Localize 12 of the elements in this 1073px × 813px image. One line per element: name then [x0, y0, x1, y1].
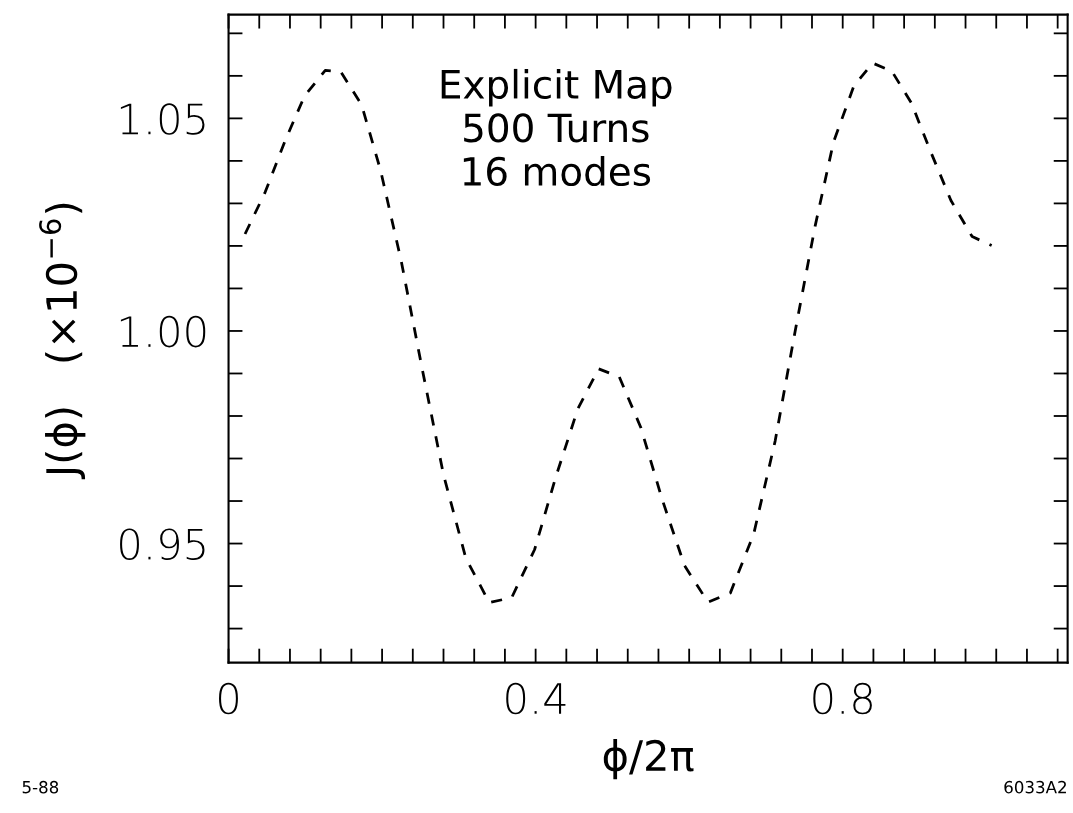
- y-tick-label: 0.95: [120, 528, 205, 560]
- x-axis-title: ϕ/2π: [603, 739, 694, 780]
- y-tick-label: 1.05: [120, 103, 205, 135]
- x-tick-label: 0: [219, 682, 238, 715]
- x-tick-label: 0.4: [506, 682, 566, 715]
- text: 5-88: [22, 780, 59, 794]
- x-tick-label: 0.8: [813, 682, 872, 715]
- y-axis-title: J(ϕ) (×10$^{−6}$): [39, 203, 86, 480]
- annotation: Explicit Map 500 Turns 16 modes: [441, 68, 672, 187]
- line-series: [243, 61, 994, 605]
- y-tick-label: 1.00: [120, 315, 206, 348]
- text: 6033A2: [1004, 780, 1066, 794]
